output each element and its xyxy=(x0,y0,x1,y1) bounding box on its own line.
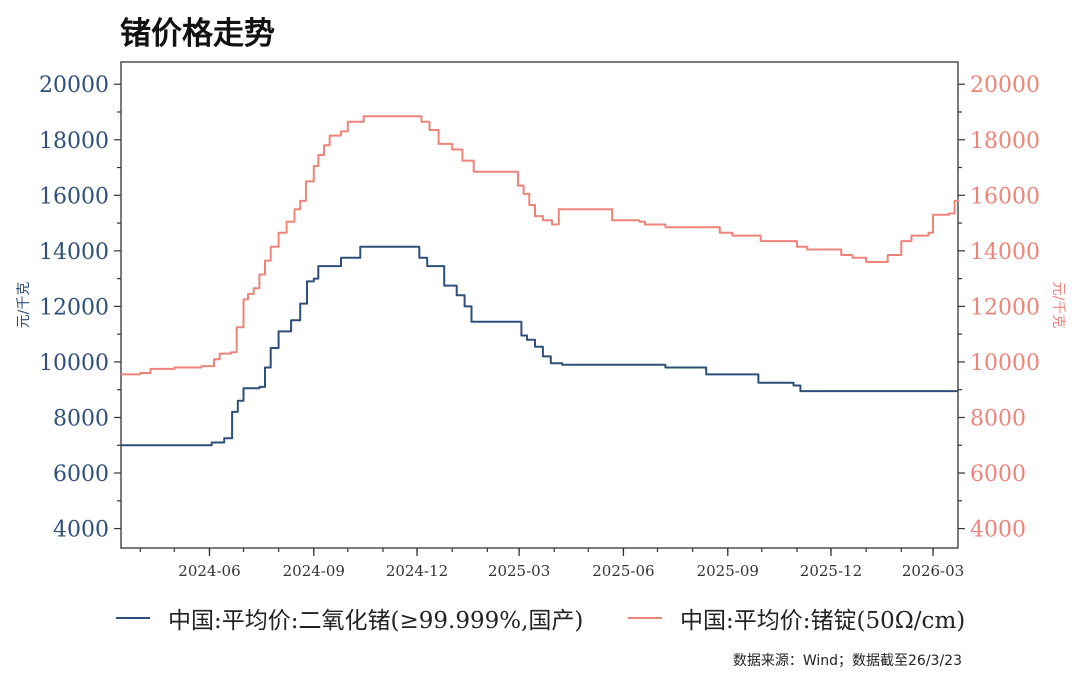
y-tick-label-left: 4000 xyxy=(53,518,109,543)
y-tick-label-right: 20000 xyxy=(970,73,1040,98)
x-tick-label: 2025-03 xyxy=(488,562,550,580)
x-tick-label: 2026-03 xyxy=(902,562,964,580)
y-tick-label-left: 10000 xyxy=(39,351,109,376)
y-axis-title-right: 元/千克 xyxy=(1050,282,1066,329)
y-tick-label-left: 16000 xyxy=(39,184,109,209)
plot-frame xyxy=(120,61,959,549)
x-tick-label: 2025-09 xyxy=(697,562,759,580)
legend-item-germanium-dioxide: 中国:平均价:二氧化锗(≥99.999%,国产) xyxy=(116,601,583,635)
y-tick-label-left: 18000 xyxy=(39,129,109,154)
y-tick-label-right: 18000 xyxy=(970,129,1040,154)
y-tick-label-right: 12000 xyxy=(970,295,1040,320)
chart-title: 锗价格走势 xyxy=(120,16,275,52)
y-tick-label-left: 6000 xyxy=(53,462,109,487)
legend-label-dioxide: 中国:平均价:二氧化锗(≥99.999%,国产) xyxy=(168,608,584,634)
y-tick-label-left: 14000 xyxy=(39,240,109,265)
series-line-germanium-dioxide xyxy=(121,245,958,447)
y-tick-label-left: 8000 xyxy=(53,406,109,431)
legend-item-germanium-ingot: 中国:平均价:锗锭(50Ω/cm) xyxy=(628,601,965,635)
x-tick-label: 2025-06 xyxy=(592,562,654,580)
y-tick-label-right: 8000 xyxy=(970,406,1026,431)
series-group xyxy=(121,115,959,447)
price-line-chart: 4000 4000 6000 6000 8000 8000 10000 10000 12000 1… xyxy=(16,61,1066,580)
y-tick-label-left: 20000 xyxy=(39,73,109,98)
x-tick-label: 2024-06 xyxy=(178,562,240,580)
legend: 中国:平均价:二氧化锗(≥99.999%,国产) 中国:平均价:锗锭(50Ω/c… xyxy=(0,601,1080,637)
legend-label-ingot: 中国:平均价:锗锭(50Ω/cm) xyxy=(680,608,966,634)
x-tick-label: 2024-12 xyxy=(386,562,448,580)
y-tick-label-right: 14000 xyxy=(970,240,1040,265)
y-tick-label-left: 12000 xyxy=(39,295,109,320)
axes-group: 4000 4000 6000 6000 8000 8000 10000 10000 12000 1… xyxy=(16,73,1066,580)
x-tick-label: 2025-12 xyxy=(800,562,862,580)
y-tick-label-right: 16000 xyxy=(970,184,1040,209)
series-line-germanium-ingot xyxy=(121,115,959,376)
y-tick-label-right: 6000 xyxy=(970,462,1026,487)
y-tick-label-right: 10000 xyxy=(970,351,1040,376)
y-axis-title-left: 元/千克 xyxy=(16,282,32,329)
x-tick-label: 2024-09 xyxy=(283,562,345,580)
legend-swatch-ingot xyxy=(628,617,662,619)
y-tick-label-right: 4000 xyxy=(970,518,1026,543)
legend-swatch-dioxide xyxy=(116,617,150,619)
source-note: 数据来源：Wind；数据截至26/3/23 xyxy=(732,653,962,669)
plot-area xyxy=(120,61,959,549)
